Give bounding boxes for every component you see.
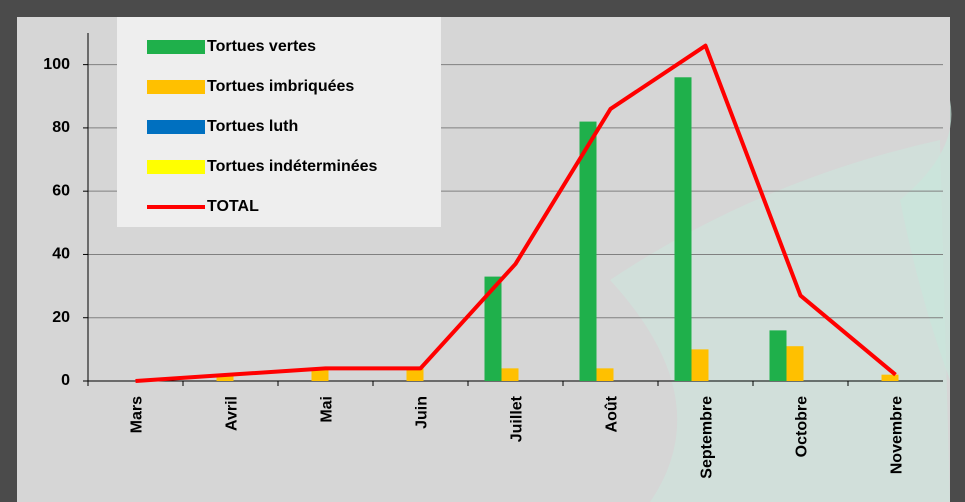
x-tick-label: Novembre bbox=[889, 396, 906, 474]
bar bbox=[692, 349, 709, 381]
legend-swatch bbox=[147, 40, 205, 54]
page: 0 20 40 60 80 100 Mars Avril Mai Juin Juillet Août S… bbox=[0, 0, 965, 502]
bar bbox=[502, 368, 519, 381]
bar bbox=[675, 77, 692, 381]
y-tick-label: 0 bbox=[61, 372, 70, 389]
x-tick-label: Mai bbox=[319, 396, 336, 423]
bar bbox=[580, 122, 597, 381]
y-tick-label: 40 bbox=[52, 246, 70, 263]
y-tick-label: 20 bbox=[52, 309, 70, 326]
bar bbox=[787, 346, 804, 381]
x-tick-label: Juillet bbox=[509, 395, 526, 442]
chart: 0 20 40 60 80 100 Mars Avril Mai Juin Juillet Août S… bbox=[0, 0, 965, 502]
x-tick-label: Mars bbox=[129, 396, 146, 433]
y-tick-label: 80 bbox=[52, 119, 70, 136]
bar bbox=[882, 375, 899, 381]
bar bbox=[597, 368, 614, 381]
legend-label: Tortues luth bbox=[207, 118, 298, 135]
legend-label: Tortues indéterminées bbox=[207, 158, 378, 175]
x-tick-label: Août bbox=[604, 395, 621, 432]
x-tick-label: Octobre bbox=[794, 396, 811, 457]
y-tick-label: 100 bbox=[43, 56, 70, 73]
legend-label: Tortues vertes bbox=[207, 38, 316, 55]
bar bbox=[770, 330, 787, 381]
legend-label: TOTAL bbox=[207, 198, 259, 215]
x-tick-label: Avril bbox=[224, 396, 241, 431]
legend-swatch bbox=[147, 120, 205, 134]
x-tick-label: Septembre bbox=[699, 396, 716, 479]
y-tick-label: 60 bbox=[52, 182, 70, 199]
legend-label: Tortues imbriquées bbox=[207, 78, 354, 95]
x-tick-label: Juin bbox=[414, 396, 431, 429]
legend-swatch bbox=[147, 80, 205, 94]
legend-swatch bbox=[147, 160, 205, 174]
